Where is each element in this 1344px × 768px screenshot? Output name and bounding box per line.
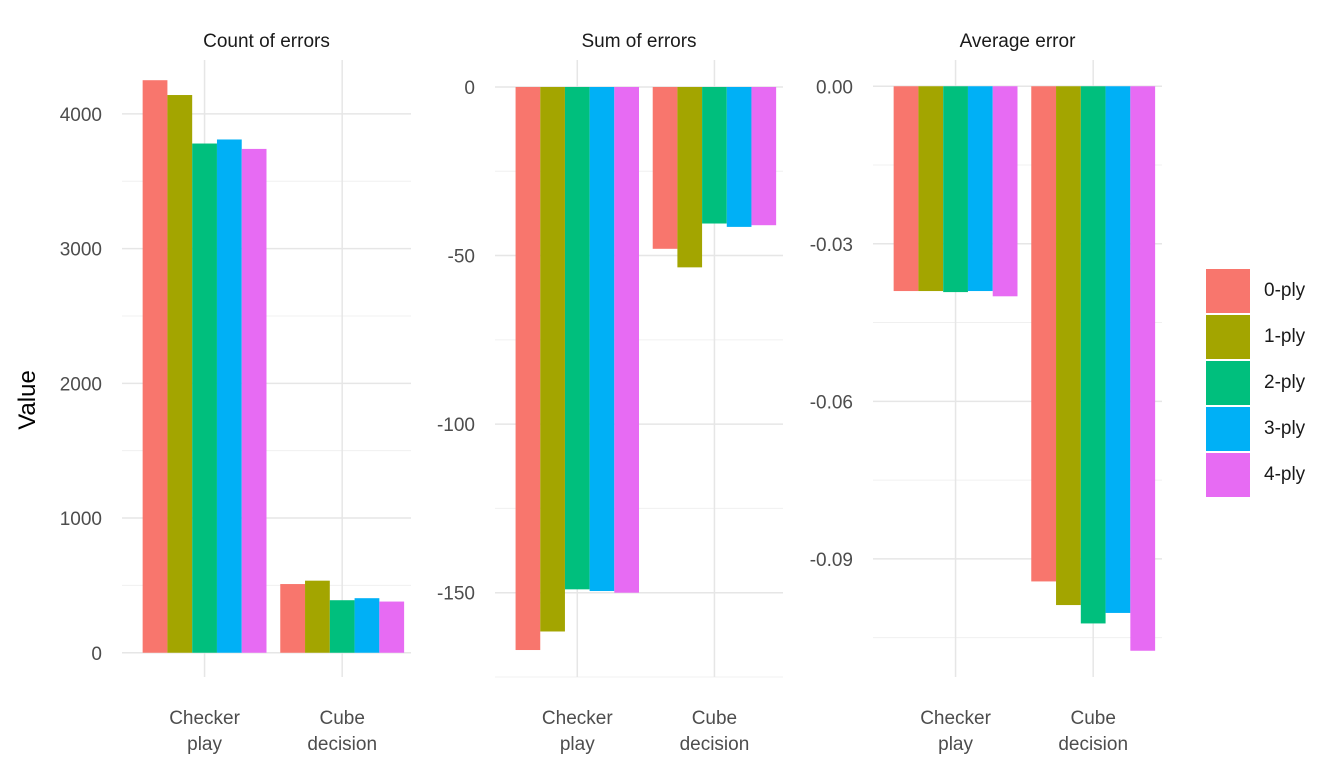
legend-label-0ply: 0-ply (1264, 280, 1306, 301)
bar-1-ply-cat1 (305, 580, 330, 653)
x-tick-label: decision (680, 734, 750, 755)
legend-item-2ply: 2-ply (1206, 360, 1305, 406)
y-tick-label: 2000 (60, 374, 102, 395)
legend-label-4ply: 4-ply (1264, 464, 1306, 485)
panel-title: Average error (960, 31, 1076, 52)
y-tick-label: 1000 (60, 509, 102, 530)
x-tick-label: play (938, 734, 973, 755)
bar-0-ply-cat1 (652, 86, 678, 249)
bar-4-ply-cat1 (379, 601, 405, 653)
legend: 0-ply 1-ply 2-ply 3-ply 4-ply (1206, 268, 1305, 498)
bar-4-ply-cat0 (614, 86, 639, 593)
bar-2-ply-cat1 (329, 600, 355, 653)
bar-2-ply-cat1 (1080, 86, 1106, 624)
y-tick-label: -0.09 (810, 550, 853, 571)
bar-3-ply-cat1 (726, 86, 752, 227)
legend-label-3ply: 3-ply (1264, 418, 1306, 439)
legend-label-2ply: 2-ply (1264, 372, 1306, 393)
panel-1: 0 -50 -100 -150 Checker play Cube decision Sum o… (437, 31, 783, 755)
bar-1-ply-cat0 (540, 86, 565, 632)
bar-0-ply-cat0 (142, 80, 168, 653)
legend-swatch-1ply (1206, 315, 1250, 359)
bar-3-ply-cat0 (967, 86, 993, 292)
bar-0-ply-cat0 (893, 86, 919, 292)
bar-4-ply-cat1 (1130, 86, 1156, 651)
x-tick-label: Cube (692, 708, 737, 729)
bar-1-ply-cat0 (167, 95, 193, 653)
legend-swatch-2ply (1206, 361, 1250, 405)
bar-1-ply-cat0 (918, 86, 944, 292)
bar-3-ply-cat1 (1105, 86, 1131, 613)
bar-4-ply-cat1 (751, 86, 777, 226)
x-tick-label: decision (1058, 734, 1128, 755)
y-tick-label: 0 (464, 78, 475, 99)
y-tick-label: 4000 (60, 105, 102, 126)
y-tick-label: -50 (448, 247, 475, 268)
panel-title: Sum of errors (581, 31, 696, 52)
bar-2-ply-cat0 (564, 86, 590, 590)
x-tick-label: play (560, 734, 595, 755)
y-tick-label: -0.06 (810, 392, 853, 413)
bar-0-ply-cat1 (1031, 86, 1057, 582)
panel-2: 0.00 -0.03 -0.06 -0.09 Checker play Cube decisi… (810, 31, 1162, 755)
legend-label-1ply: 1-ply (1264, 326, 1306, 347)
y-tick-label: 0 (91, 644, 102, 665)
x-tick-label: Cube (1070, 708, 1115, 729)
legend-swatch-4ply (1206, 453, 1250, 497)
bar-1-ply-cat1 (1056, 86, 1081, 606)
legend-item-1ply: 1-ply (1206, 314, 1305, 360)
bar-2-ply-cat1 (702, 86, 727, 224)
x-tick-label: Cube (319, 708, 364, 729)
y-tick-label: 3000 (60, 240, 102, 261)
x-tick-label: Checker (169, 708, 240, 729)
bar-3-ply-cat1 (354, 598, 380, 653)
y-tick-label: -100 (437, 415, 475, 436)
legend-swatch-3ply (1206, 407, 1250, 451)
y-tick-label: 0.00 (816, 77, 853, 98)
bar-3-ply-cat0 (216, 139, 242, 653)
x-tick-label: play (187, 734, 222, 755)
x-tick-label: Checker (542, 708, 613, 729)
y-axis-title: Value (14, 370, 41, 430)
legend-item-0ply: 0-ply (1206, 268, 1305, 314)
bar-2-ply-cat0 (192, 143, 217, 653)
x-tick-label: Checker (920, 708, 991, 729)
panel-title: Count of errors (203, 31, 330, 52)
x-tick-label: decision (307, 734, 377, 755)
bar-2-ply-cat0 (943, 86, 968, 293)
bar-4-ply-cat0 (241, 148, 267, 653)
bar-0-ply-cat0 (515, 86, 541, 651)
legend-item-4ply: 4-ply (1206, 452, 1305, 498)
y-tick-label: -150 (437, 584, 475, 605)
bar-0-ply-cat1 (280, 584, 306, 653)
bar-3-ply-cat0 (589, 86, 615, 592)
bar-1-ply-cat1 (677, 86, 703, 268)
legend-item-3ply: 3-ply (1206, 406, 1305, 452)
legend-swatch-0ply (1206, 269, 1250, 313)
y-tick-label: -0.03 (810, 235, 853, 256)
panel-0: 0 1000 2000 3000 4000 Checker play Cube decision… (60, 31, 411, 755)
bar-4-ply-cat0 (992, 86, 1018, 297)
